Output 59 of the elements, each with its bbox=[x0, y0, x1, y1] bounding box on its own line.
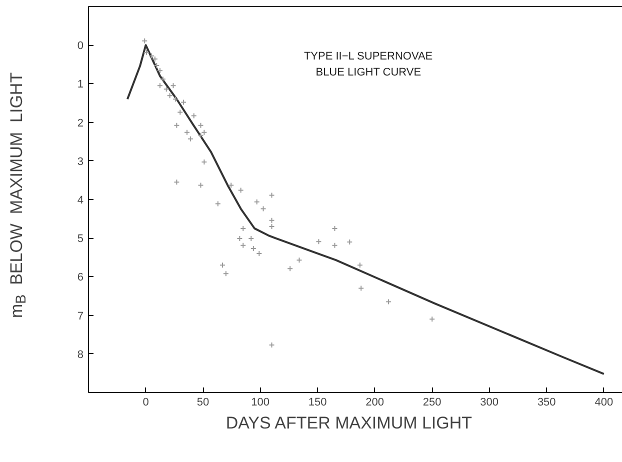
x-tick-label: 300 bbox=[480, 396, 499, 408]
point bbox=[166, 92, 173, 99]
point bbox=[143, 49, 150, 56]
point bbox=[358, 285, 364, 292]
y-tick-label: 0 bbox=[77, 40, 84, 52]
point bbox=[156, 68, 163, 74]
x-tick-label: 0 bbox=[142, 396, 149, 408]
point bbox=[172, 96, 179, 102]
y-tick-label: 5 bbox=[77, 233, 84, 246]
point bbox=[198, 182, 204, 188]
x-tick-label: 250 bbox=[422, 396, 442, 408]
annotation: BLUE LIGHT CURVE bbox=[316, 66, 422, 78]
annotation: TYPE II−L SUPERNOVAE bbox=[304, 50, 433, 62]
point bbox=[160, 76, 166, 82]
point bbox=[201, 129, 208, 136]
x-tick-label: 200 bbox=[366, 396, 384, 408]
point bbox=[254, 198, 260, 205]
x-tick-label: 100 bbox=[251, 396, 270, 408]
point bbox=[332, 242, 338, 248]
point bbox=[174, 122, 180, 128]
point bbox=[142, 38, 148, 44]
point bbox=[198, 132, 204, 138]
point bbox=[156, 82, 163, 89]
point bbox=[356, 262, 363, 268]
point bbox=[296, 257, 302, 264]
y-tick-label: 7 bbox=[77, 310, 84, 322]
x-tick-label: 50 bbox=[196, 396, 210, 408]
point bbox=[268, 192, 275, 198]
x-axis-title: DAYS AFTER MAXIMUM LIGHT bbox=[226, 414, 472, 432]
point bbox=[180, 99, 187, 106]
point bbox=[220, 262, 226, 268]
x-tick-label: 150 bbox=[308, 396, 327, 408]
y-tick-label: 4 bbox=[77, 194, 84, 206]
point bbox=[260, 206, 266, 212]
point bbox=[222, 270, 229, 277]
point bbox=[240, 242, 246, 248]
line-series bbox=[126, 44, 605, 375]
x-tick-label: 400 bbox=[594, 396, 614, 408]
point bbox=[174, 179, 180, 186]
point bbox=[163, 86, 170, 92]
y-tick-label: 8 bbox=[77, 348, 84, 361]
point bbox=[170, 82, 176, 89]
point bbox=[187, 136, 194, 142]
point bbox=[238, 187, 244, 194]
y-tick-label: 6 bbox=[77, 272, 84, 284]
point bbox=[429, 316, 436, 322]
x-tick-label: 350 bbox=[537, 396, 556, 408]
point bbox=[177, 109, 184, 116]
point bbox=[386, 298, 392, 305]
point bbox=[214, 200, 221, 207]
point bbox=[268, 217, 275, 224]
y-tick-label: 3 bbox=[77, 156, 84, 168]
y-tick-label: 1 bbox=[77, 78, 84, 91]
point bbox=[287, 266, 294, 272]
point bbox=[228, 182, 234, 188]
y-tick-label: 2 bbox=[77, 117, 84, 130]
point bbox=[190, 112, 197, 119]
point bbox=[198, 122, 204, 128]
point bbox=[316, 238, 322, 245]
